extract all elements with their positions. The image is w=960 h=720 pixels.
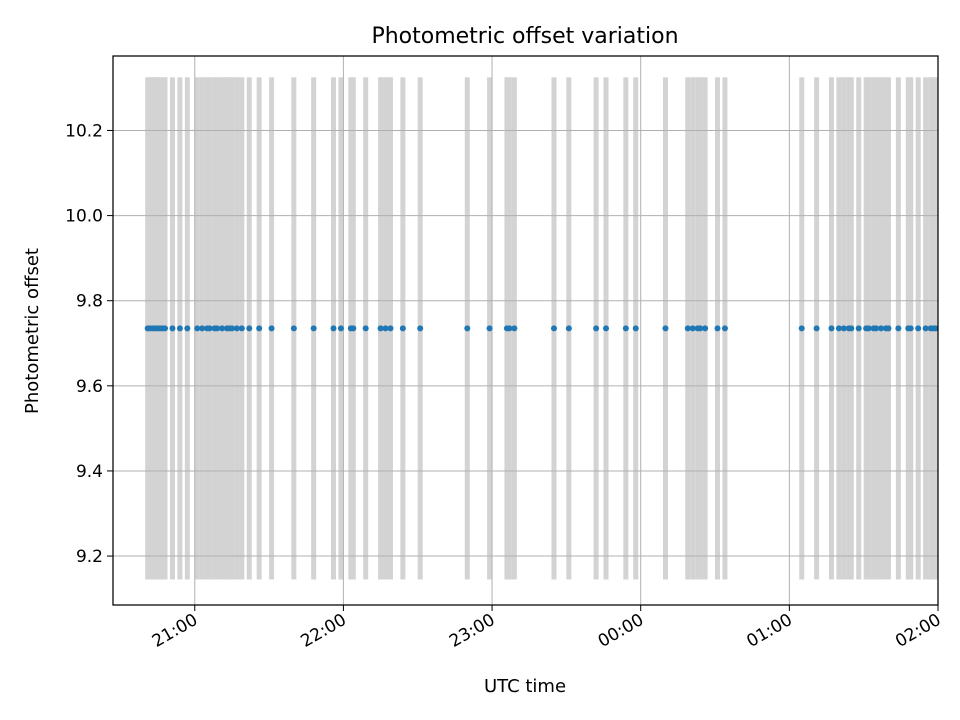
data-point xyxy=(417,325,424,332)
data-point xyxy=(194,325,201,332)
data-point xyxy=(162,325,169,332)
data-point xyxy=(399,325,406,332)
data-point xyxy=(922,325,929,332)
data-point xyxy=(932,325,939,332)
y-axis-ticks: 9.2 9.4 9.6 9.8 10.0 10.2 xyxy=(65,121,113,567)
data-point xyxy=(238,325,245,332)
data-point xyxy=(219,325,226,332)
data-point xyxy=(865,325,872,332)
data-point xyxy=(330,325,337,332)
data-point xyxy=(206,325,213,332)
data-point xyxy=(622,325,629,332)
data-point xyxy=(290,325,297,332)
data-point xyxy=(828,325,835,332)
data-point xyxy=(506,325,513,332)
data-point xyxy=(310,325,317,332)
data-point xyxy=(848,325,855,332)
data-point xyxy=(689,325,696,332)
data-point xyxy=(878,325,885,332)
x-axis-label: UTC time xyxy=(484,676,566,697)
y-tick-label: 10.2 xyxy=(65,121,103,141)
data-point xyxy=(603,325,610,332)
data-point xyxy=(855,325,862,332)
y-tick-label: 9.6 xyxy=(76,377,103,397)
grid-lines xyxy=(113,56,939,605)
data-point xyxy=(382,325,389,332)
data-point xyxy=(721,325,728,332)
y-axis-label: Photometric offset xyxy=(22,248,43,414)
data-point xyxy=(511,325,518,332)
data-point xyxy=(350,325,357,332)
data-point xyxy=(565,325,572,332)
data-point xyxy=(813,325,820,332)
data-point xyxy=(214,325,221,332)
data-point xyxy=(835,325,842,332)
data-point xyxy=(486,325,493,332)
data-point xyxy=(895,325,902,332)
data-point xyxy=(907,325,914,332)
data-point xyxy=(176,325,183,332)
data-point xyxy=(464,325,471,332)
data-point xyxy=(268,325,275,332)
data-point xyxy=(840,325,847,332)
plot-frame xyxy=(112,55,939,606)
chart-title: Photometric offset variation xyxy=(371,24,678,49)
y-tick-label: 9.4 xyxy=(76,462,103,482)
y-tick-label: 9.8 xyxy=(76,292,103,312)
data-point xyxy=(684,325,691,332)
data-point xyxy=(246,325,253,332)
data-point xyxy=(593,325,600,332)
data-point xyxy=(387,325,394,332)
data-point xyxy=(714,325,721,332)
data-point xyxy=(169,325,176,332)
data-points xyxy=(144,325,939,332)
data-point xyxy=(362,325,369,332)
data-point xyxy=(702,325,709,332)
data-point xyxy=(233,325,240,332)
data-point xyxy=(632,325,639,332)
data-point xyxy=(662,325,669,332)
data-point xyxy=(337,325,344,332)
data-point xyxy=(697,325,704,332)
data-point xyxy=(873,325,880,332)
data-point xyxy=(377,325,384,332)
data-point xyxy=(199,325,206,332)
data-point xyxy=(550,325,557,332)
data-point xyxy=(915,325,922,332)
data-point xyxy=(798,325,805,332)
data-point xyxy=(228,325,235,332)
data-point xyxy=(256,325,263,332)
y-tick-label: 9.2 xyxy=(76,547,103,567)
data-point xyxy=(885,325,892,332)
data-point xyxy=(184,325,191,332)
y-tick-label: 10.0 xyxy=(65,207,103,227)
